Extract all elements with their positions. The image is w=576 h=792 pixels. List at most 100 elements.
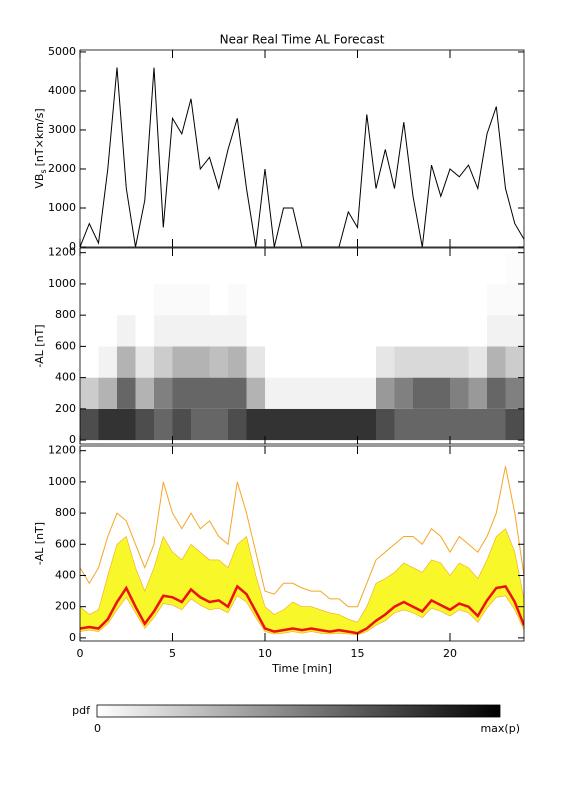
heatmap-cell bbox=[228, 283, 247, 316]
heatmap-cell bbox=[339, 408, 358, 441]
heatmap-cell bbox=[191, 315, 210, 347]
heatmap-cell bbox=[117, 346, 136, 378]
x-tick-label: 20 bbox=[443, 647, 457, 660]
heatmap-cell bbox=[394, 377, 413, 409]
heatmap-cell bbox=[117, 252, 136, 284]
heatmap-cell bbox=[172, 346, 191, 378]
heatmap-cell bbox=[80, 315, 99, 347]
y-tick-label: 1000 bbox=[48, 277, 76, 290]
heatmap-cell bbox=[283, 346, 302, 378]
y-axis-label: -AL [nT] bbox=[33, 522, 46, 565]
heatmap-cell bbox=[191, 252, 210, 284]
heatmap-cell bbox=[394, 252, 413, 284]
heatmap-cell bbox=[154, 377, 173, 409]
heatmap-cell bbox=[246, 315, 265, 347]
heatmap-cell bbox=[413, 377, 432, 409]
heatmap-cell bbox=[117, 408, 136, 441]
heatmap-cell bbox=[80, 408, 99, 441]
x-axis-label: Time [min] bbox=[271, 662, 332, 675]
heatmap-cell bbox=[339, 315, 358, 347]
heatmap-cell bbox=[302, 408, 321, 441]
heatmap-cell bbox=[450, 283, 469, 316]
plot-area bbox=[80, 252, 524, 441]
heatmap-cell bbox=[283, 408, 302, 441]
y-axis-label: VBs [nT×km/s] bbox=[33, 108, 48, 188]
heatmap-cell bbox=[283, 377, 302, 409]
y-tick-label: 0 bbox=[69, 433, 76, 446]
y-tick-label: 1200 bbox=[48, 246, 76, 259]
heatmap-cell bbox=[468, 408, 487, 441]
y-tick-label: 800 bbox=[55, 506, 76, 519]
y-tick-label: 5000 bbox=[48, 45, 76, 58]
heatmap-cell bbox=[450, 315, 469, 347]
heatmap-cell bbox=[431, 283, 450, 316]
heatmap-cell bbox=[413, 346, 432, 378]
heatmap-cell bbox=[302, 252, 321, 284]
heatmap-cell bbox=[135, 252, 154, 284]
heatmap-cell bbox=[505, 283, 524, 316]
heatmap-cell bbox=[117, 315, 136, 347]
heatmap-cell bbox=[172, 315, 191, 347]
heatmap-cell bbox=[302, 346, 321, 378]
heatmap-cell bbox=[487, 408, 506, 441]
heatmap-cell bbox=[450, 346, 469, 378]
heatmap-cell bbox=[98, 252, 117, 284]
heatmap-cell bbox=[320, 346, 339, 378]
heatmap-cell bbox=[228, 252, 247, 284]
heatmap-cell bbox=[154, 315, 173, 347]
heatmap-cell bbox=[209, 346, 228, 378]
heatmap-cell bbox=[357, 408, 376, 441]
heatmap-cell bbox=[376, 346, 395, 378]
heatmap-cell bbox=[302, 377, 321, 409]
heatmap-cell bbox=[191, 377, 210, 409]
heatmap-cell bbox=[246, 346, 265, 378]
heatmap-cell bbox=[228, 377, 247, 409]
heatmap-cell bbox=[135, 408, 154, 441]
heatmap-cell bbox=[265, 315, 284, 347]
heatmap-cell bbox=[431, 408, 450, 441]
heatmap-cell bbox=[339, 346, 358, 378]
heatmap-cell bbox=[357, 283, 376, 316]
band-area bbox=[80, 528, 524, 636]
heatmap-cell bbox=[228, 346, 247, 378]
heatmap-cell bbox=[357, 252, 376, 284]
heatmap-cell bbox=[209, 377, 228, 409]
heatmap-cell bbox=[413, 315, 432, 347]
y-tick-label: 200 bbox=[55, 600, 76, 613]
heatmap-cell bbox=[265, 283, 284, 316]
heatmap-cell bbox=[320, 252, 339, 284]
heatmap-cell bbox=[302, 315, 321, 347]
heatmap-cell bbox=[413, 408, 432, 441]
heatmap-cell bbox=[339, 283, 358, 316]
heatmap-cell bbox=[450, 252, 469, 284]
heatmap-cell bbox=[154, 346, 173, 378]
heatmap-cell bbox=[135, 346, 154, 378]
colorbar-min: 0 bbox=[94, 722, 101, 735]
heatmap-cell bbox=[468, 252, 487, 284]
heatmap-cell bbox=[283, 283, 302, 316]
x-tick-label: 15 bbox=[351, 647, 365, 660]
heatmap-cell bbox=[320, 377, 339, 409]
heatmap-cell bbox=[191, 408, 210, 441]
heatmap-cell bbox=[505, 315, 524, 347]
heatmap-cell bbox=[394, 315, 413, 347]
heatmap-cell bbox=[450, 377, 469, 409]
y-axis-label: -AL [nT] bbox=[33, 324, 46, 367]
y-tick-label: 0 bbox=[69, 240, 76, 253]
heatmap-cell bbox=[172, 408, 191, 441]
heatmap-cell bbox=[80, 252, 99, 284]
heatmap-cell bbox=[431, 377, 450, 409]
heatmap-cell bbox=[487, 252, 506, 284]
data-line bbox=[80, 584, 524, 635]
heatmap-cell bbox=[265, 377, 284, 409]
plot-frame bbox=[79, 49, 525, 248]
heatmap-cell bbox=[302, 283, 321, 316]
heatmap-cell bbox=[394, 283, 413, 316]
heatmap-cell bbox=[376, 315, 395, 347]
heatmap-cell bbox=[117, 283, 136, 316]
heatmap-cell bbox=[487, 346, 506, 378]
heatmap-cell bbox=[413, 252, 432, 284]
heatmap-cell bbox=[172, 377, 191, 409]
y-tick-label: 3000 bbox=[48, 123, 76, 136]
heatmap-cell bbox=[339, 252, 358, 284]
